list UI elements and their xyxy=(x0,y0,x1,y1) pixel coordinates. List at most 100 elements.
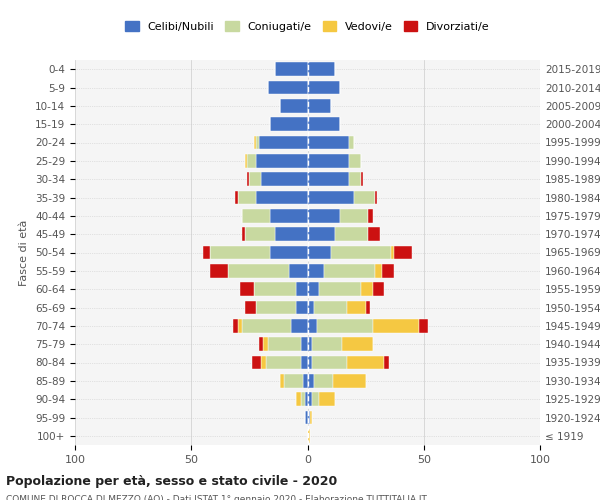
Legend: Celibi/Nubili, Coniugati/e, Vedovi/e, Divorziati/e: Celibi/Nubili, Coniugati/e, Vedovi/e, Di… xyxy=(120,16,495,38)
Bar xyxy=(308,172,349,186)
Bar xyxy=(256,136,259,149)
Bar xyxy=(312,392,319,406)
Bar xyxy=(303,374,308,388)
Bar xyxy=(242,319,291,332)
Bar xyxy=(347,356,384,370)
Bar xyxy=(308,374,314,388)
Bar xyxy=(210,246,271,260)
Bar xyxy=(235,190,238,204)
Bar xyxy=(308,118,340,131)
Y-axis label: Fasce di età: Fasce di età xyxy=(19,220,29,286)
Bar xyxy=(308,338,312,351)
Bar xyxy=(210,264,229,278)
Bar xyxy=(375,264,382,278)
Bar xyxy=(368,209,373,222)
Bar xyxy=(245,228,275,241)
Bar xyxy=(310,410,312,424)
Bar xyxy=(266,356,301,370)
Bar xyxy=(233,319,238,332)
Bar xyxy=(275,228,308,241)
Bar xyxy=(305,392,308,406)
Bar xyxy=(308,429,310,442)
Bar xyxy=(308,154,349,168)
Bar xyxy=(238,190,256,204)
Text: COMUNE DI ROCCA DI MEZZO (AQ) - Dati ISTAT 1° gennaio 2020 - Elaborazione TUTTIT: COMUNE DI ROCCA DI MEZZO (AQ) - Dati IST… xyxy=(6,495,427,500)
Bar xyxy=(308,136,349,149)
Bar xyxy=(263,338,268,351)
Bar xyxy=(254,282,296,296)
Bar xyxy=(317,319,373,332)
Bar xyxy=(256,300,296,314)
Bar xyxy=(308,410,310,424)
Bar xyxy=(245,154,247,168)
Bar xyxy=(349,172,361,186)
Bar xyxy=(382,264,394,278)
Bar xyxy=(331,246,391,260)
Bar xyxy=(305,410,308,424)
Bar xyxy=(289,264,308,278)
Bar xyxy=(301,392,305,406)
Bar xyxy=(301,356,308,370)
Bar xyxy=(252,356,261,370)
Bar xyxy=(375,190,377,204)
Bar xyxy=(308,190,354,204)
Bar xyxy=(259,338,263,351)
Bar xyxy=(268,338,301,351)
Bar xyxy=(343,338,373,351)
Bar xyxy=(340,209,368,222)
Bar xyxy=(324,264,375,278)
Bar xyxy=(368,228,380,241)
Bar xyxy=(384,356,389,370)
Bar xyxy=(247,172,250,186)
Bar xyxy=(354,190,375,204)
Bar xyxy=(254,136,256,149)
Bar xyxy=(308,264,324,278)
Bar xyxy=(308,392,312,406)
Text: Popolazione per età, sesso e stato civile - 2020: Popolazione per età, sesso e stato civil… xyxy=(6,475,337,488)
Bar xyxy=(296,300,308,314)
Bar xyxy=(275,62,308,76)
Bar xyxy=(271,209,308,222)
Bar xyxy=(419,319,428,332)
Bar xyxy=(268,80,308,94)
Bar xyxy=(319,282,361,296)
Bar xyxy=(349,154,361,168)
Bar xyxy=(361,282,373,296)
Bar xyxy=(314,300,347,314)
Bar xyxy=(333,374,365,388)
Bar xyxy=(308,209,340,222)
Bar xyxy=(335,228,368,241)
Bar xyxy=(256,154,308,168)
Bar xyxy=(280,374,284,388)
Bar xyxy=(394,246,412,260)
Bar xyxy=(308,62,335,76)
Bar xyxy=(391,246,394,260)
Bar xyxy=(284,374,303,388)
Bar xyxy=(308,282,319,296)
Bar xyxy=(271,246,308,260)
Bar xyxy=(312,356,347,370)
Bar xyxy=(347,300,365,314)
Bar xyxy=(242,209,271,222)
Bar xyxy=(242,228,245,241)
Bar xyxy=(296,282,308,296)
Bar xyxy=(203,246,210,260)
Bar xyxy=(373,282,384,296)
Bar xyxy=(259,136,308,149)
Bar xyxy=(314,374,333,388)
Bar xyxy=(308,246,331,260)
Bar xyxy=(301,338,308,351)
Bar xyxy=(308,300,314,314)
Bar xyxy=(373,319,419,332)
Bar xyxy=(245,300,256,314)
Bar xyxy=(271,118,308,131)
Bar xyxy=(308,228,335,241)
Bar xyxy=(312,338,343,351)
Bar xyxy=(261,172,308,186)
Bar xyxy=(308,80,340,94)
Bar xyxy=(308,356,312,370)
Bar xyxy=(247,154,256,168)
Bar xyxy=(261,356,266,370)
Bar xyxy=(250,172,261,186)
Bar xyxy=(240,282,254,296)
